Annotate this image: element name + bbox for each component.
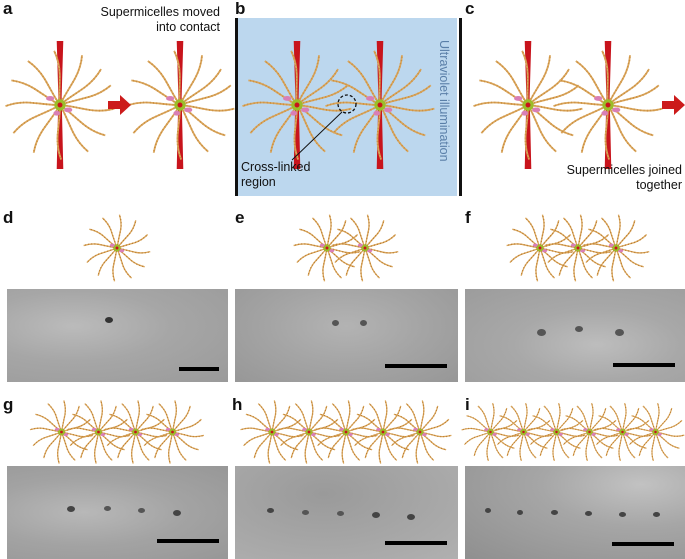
micelle-spot [267,508,274,513]
scale-bar [179,367,219,371]
schematic-micelle-h [388,400,451,463]
micrograph-h [235,466,458,559]
micelle-spot [653,512,660,517]
schematic-micelle-g [30,400,93,463]
schematic-micelle-g [104,400,167,463]
micelle-spot [372,512,380,518]
schematic-micelle-d [84,215,151,282]
scale-bar [612,542,674,546]
micelle-spot [173,510,181,516]
schematic-micelle-i [594,403,652,461]
schematic-micelle-i [495,403,553,461]
schematic-micelle-g [141,400,204,463]
micelle-spot [407,514,415,520]
schematic-micelle-h [277,400,340,463]
panel-label-f: f [465,208,471,227]
annotation-crosslinked-region: Cross-linked region [241,160,331,190]
micelle-spot [302,510,309,515]
scale-bar [385,541,447,545]
schematic-micelle-e [332,215,399,282]
micelle-spot [615,329,624,336]
annotation-line: together [636,178,682,192]
panel-label-b: b [235,0,246,18]
micrograph-g [7,466,228,559]
annotation-line: into contact [156,20,220,34]
schematic-micelle-i [627,403,685,461]
schematic-micelle-i [528,403,586,461]
panel-label-a: a [3,0,13,18]
annotation-joined-together: Supermicelles joined together [540,163,682,193]
schematic-micelle-h [314,400,377,463]
crosslink-pointer-line [291,111,343,161]
schematic-micelle-h [351,400,414,463]
schematic-micelle-i [462,403,520,461]
micrograph-e [235,289,458,382]
micrograph-f [465,289,685,382]
panel-label-g: g [3,395,14,414]
scale-bar [157,539,219,543]
schematic-micelle-e [294,215,361,282]
annotation-moved-into-contact: Supermicelles moved into contact [78,5,221,35]
micelle-spot [360,320,367,326]
annotation-line: Supermicelles joined [566,163,682,177]
panel-label-h: h [232,395,243,414]
schematic-micelle-h [240,400,303,463]
uv-box-right-border [459,18,462,196]
micelle-spot [332,320,339,326]
arrow-icon [108,95,131,115]
schematic-micelle-f [507,215,574,282]
annotation-line: region [241,175,276,189]
panel-label-c: c [465,0,475,18]
schematic-micelle-g [67,400,130,463]
micelle-spot [67,506,75,512]
micelle-spot [537,329,546,336]
micelle-spot [575,326,583,332]
scale-bar [613,363,675,367]
micelle-spot [138,508,145,513]
crosslink-circle [337,94,357,114]
micrograph-i [465,466,685,559]
micelle-spot [337,511,344,516]
panel-label-e: e [235,208,245,227]
micrograph-d [7,289,228,382]
panel-label-d: d [3,208,14,227]
micelle-spot [104,506,111,511]
schematic-micelle-f [583,215,650,282]
scale-bar [385,364,447,368]
schematic-micelle-f [545,215,612,282]
micelle-spot [619,512,626,517]
annotation-line: Supermicelles moved [100,5,221,19]
micelle-spot [485,508,491,513]
uv-box-left-border [235,18,238,196]
uv-illumination-box [237,18,457,196]
annotation-line: Cross-linked [241,160,311,174]
top-row-schematics [0,0,685,220]
micelle-spot [105,317,113,323]
panel-label-i: i [465,395,470,414]
micelle-spot [585,511,592,516]
arrow-icon [662,95,685,115]
schematic-micelle-i [561,403,619,461]
micelle-spot [517,510,523,515]
micelle-spot [551,510,558,515]
